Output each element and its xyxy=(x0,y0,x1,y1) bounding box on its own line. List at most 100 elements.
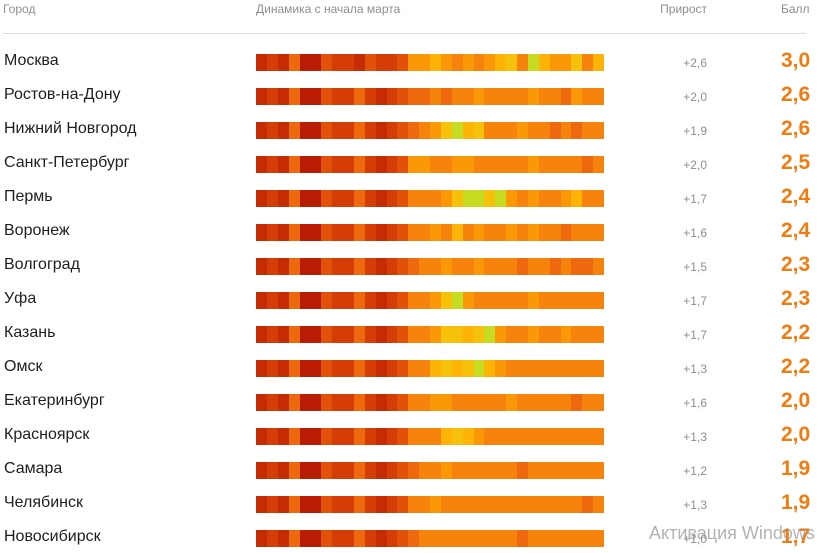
heat-cell xyxy=(560,530,572,547)
heat-cell xyxy=(582,54,594,71)
heat-cell xyxy=(527,496,539,513)
heat-cell xyxy=(321,496,333,513)
dynamics-heat-strip xyxy=(256,496,604,513)
heat-cell xyxy=(375,88,387,105)
header-dynamics: Динамика с начала марта xyxy=(256,2,401,16)
heat-cell xyxy=(310,360,322,377)
heat-cell xyxy=(593,360,604,377)
heat-cell xyxy=(527,428,539,445)
heat-cell xyxy=(343,190,354,207)
heat-cell xyxy=(571,224,583,241)
dynamics-heat-strip xyxy=(256,530,604,547)
heat-cell xyxy=(321,394,333,411)
heat-cell xyxy=(266,292,278,309)
heat-cell xyxy=(430,88,441,105)
heat-cell xyxy=(277,394,289,411)
heat-cell xyxy=(527,530,539,547)
heat-cell xyxy=(430,530,441,547)
heat-cell xyxy=(571,122,583,139)
heat-cell xyxy=(375,258,387,275)
growth-value: +1,7 xyxy=(683,294,707,308)
heat-cell xyxy=(484,190,496,207)
heat-cell xyxy=(495,428,507,445)
heat-cell xyxy=(353,122,365,139)
city-name: Москва xyxy=(4,52,59,69)
growth-value: +2,0 xyxy=(683,158,707,172)
heat-cell xyxy=(593,326,604,343)
heat-cell xyxy=(332,224,343,241)
heat-cell xyxy=(386,190,398,207)
heat-cell xyxy=(364,292,376,309)
heat-cell xyxy=(310,224,322,241)
heat-cell xyxy=(462,258,474,275)
heat-cell xyxy=(440,224,452,241)
heat-cell xyxy=(353,428,365,445)
heat-cell xyxy=(571,54,583,71)
heat-cell xyxy=(386,496,398,513)
heat-cell xyxy=(343,462,354,479)
heat-cell xyxy=(419,496,430,513)
score-value: 2,6 xyxy=(781,117,811,140)
heat-cell xyxy=(266,530,278,547)
heat-cell xyxy=(343,496,354,513)
heat-cell xyxy=(353,530,365,547)
heat-cell xyxy=(321,462,333,479)
heat-cell xyxy=(451,224,463,241)
heat-cell xyxy=(364,360,376,377)
heat-cell xyxy=(277,326,289,343)
heat-cell xyxy=(386,292,398,309)
heat-cell xyxy=(256,258,267,275)
growth-value: +1,3 xyxy=(683,430,707,444)
heat-cell xyxy=(408,88,420,105)
heat-cell xyxy=(582,394,594,411)
heat-cell xyxy=(321,190,333,207)
header-divider xyxy=(3,33,806,34)
heat-cell xyxy=(593,156,604,173)
heat-cell xyxy=(571,326,583,343)
heat-cell xyxy=(343,360,354,377)
heat-cell xyxy=(288,54,300,71)
heat-cell xyxy=(299,326,311,343)
heat-cell xyxy=(386,54,398,71)
heat-cell xyxy=(364,530,376,547)
heat-cell xyxy=(321,54,333,71)
score-value: 2,0 xyxy=(781,423,811,446)
heat-cell xyxy=(375,428,387,445)
heat-cell xyxy=(517,326,528,343)
heat-cell xyxy=(430,292,441,309)
heat-cell xyxy=(484,496,496,513)
heat-cell xyxy=(517,394,528,411)
heat-cell xyxy=(451,360,463,377)
header-score: Балл xyxy=(781,2,810,16)
heat-cell xyxy=(462,190,474,207)
table-row: Новосибирск +1,0 1,7 xyxy=(0,523,817,553)
heat-cell xyxy=(408,496,420,513)
heat-cell xyxy=(310,122,322,139)
heat-cell xyxy=(310,462,322,479)
city-name: Омск xyxy=(4,358,43,375)
heat-cell xyxy=(473,496,485,513)
heat-cell xyxy=(430,326,441,343)
heat-cell xyxy=(256,326,267,343)
heat-cell xyxy=(375,292,387,309)
heat-cell xyxy=(288,258,300,275)
heat-cell xyxy=(375,224,387,241)
heat-cell xyxy=(256,54,267,71)
heat-cell xyxy=(517,88,528,105)
heat-cell xyxy=(277,122,289,139)
heat-cell xyxy=(582,224,594,241)
heat-cell xyxy=(560,292,572,309)
heat-cell xyxy=(582,326,594,343)
heat-cell xyxy=(549,360,561,377)
city-name: Екатеринбург xyxy=(4,392,105,409)
header-city: Город xyxy=(3,2,36,16)
heat-cell xyxy=(386,462,398,479)
heat-cell xyxy=(332,530,343,547)
heat-cell xyxy=(451,530,463,547)
dynamics-heat-strip xyxy=(256,326,604,343)
heat-cell xyxy=(277,496,289,513)
heat-cell xyxy=(375,496,387,513)
heat-cell xyxy=(310,530,322,547)
heat-cell xyxy=(506,394,517,411)
heat-cell xyxy=(321,88,333,105)
